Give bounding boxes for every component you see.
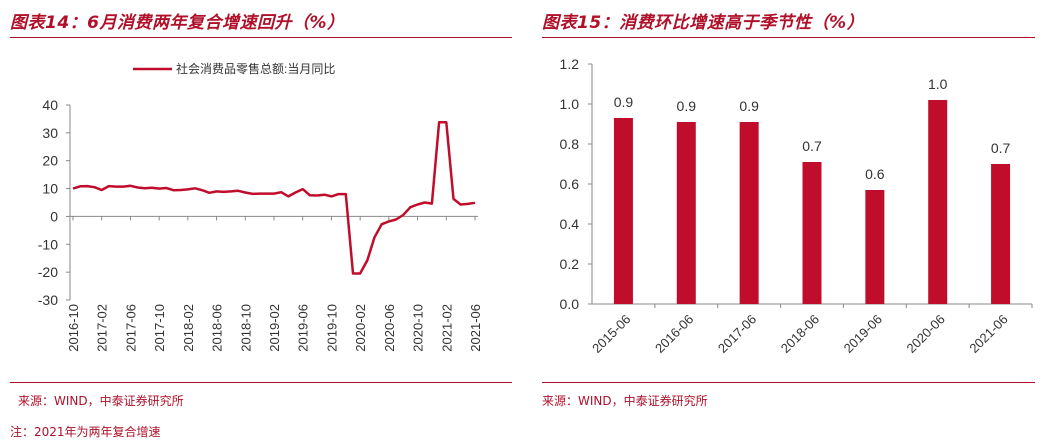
x-tick-label: 2019-06 [841,312,885,356]
bar [865,190,885,304]
x-tick-label: 2017-10 [152,304,167,352]
x-tick-label: 2017-06 [123,304,138,352]
data-label: 0.9 [739,98,759,114]
note-text: 注：2021年为两年复合增速 [10,425,161,439]
y-tick-label: 0 [50,208,58,224]
x-tick-label: 2015-06 [589,312,633,356]
series-line [72,121,476,275]
bar [613,118,633,304]
y-tick-label: 10 [42,181,58,197]
bar [802,162,822,304]
y-tick-label: 0.8 [560,136,580,152]
x-tick-label: 2021-06 [966,312,1010,356]
source-text: 来源：WIND，中泰证券研究所 [18,394,184,408]
y-tick-label: 1.0 [560,96,580,112]
y-tick-label: 0.2 [560,256,580,272]
x-tick-label: 2019-02 [267,304,282,352]
chart-panel-right: 图表15：消费环比增速高于季节性（%） 1.2 1.0 0.8 0.6 0.4 0.2 0.… [532,0,1045,441]
y-tick-label: 40 [42,97,58,113]
x-tick-label: 2018-02 [181,304,196,352]
x-tick-label: 2018-06 [778,312,822,356]
bar [991,164,1011,304]
y-tick-label: 0.6 [560,176,580,192]
title-rule [10,37,512,38]
data-label: 0.9 [614,94,634,110]
chart-panel-left: 图表14：6月消费两年复合增速回升（%） 社会消费品零售总额:当月同比 40 30 2… [0,0,522,441]
x-tick-label: 2020-06 [382,304,397,352]
chart-title: 图表15：消费环比增速高于季节性（%） [542,13,865,33]
x-tick-label: 2021-02 [439,304,454,352]
y-tick-label: 0.0 [560,296,580,312]
data-label: 0.9 [677,98,697,114]
bar [928,100,948,304]
x-tick-label: 2021-06 [468,304,483,352]
chart-title: 图表14：6月消费两年复合增速回升（%） [10,13,345,33]
line-chart: 社会消费品零售总额:当月同比 40 30 20 10 0 -10 -20 -30 2016-10 2… [38,61,483,352]
data-label: 0.6 [865,166,885,182]
y-tick-label: -10 [38,236,58,252]
y-tick-label: 30 [42,125,58,141]
bar [739,122,759,304]
x-tick-label: 2020-10 [411,304,426,352]
y-tick-label: 1.2 [560,56,580,72]
x-tick-label: 2017-06 [715,312,759,356]
source-rule [542,382,1035,383]
y-tick-label: -20 [38,264,58,280]
data-label: 0.7 [991,140,1011,156]
bar-chart: 1.2 1.0 0.8 0.6 0.4 0.2 0.0 0.9 2015-06 0.9 2016-0… [560,56,1033,356]
y-tick-label: -30 [38,292,58,308]
x-tick-label: 2020-06 [903,312,947,356]
title-rule [542,37,1035,38]
x-tick-label: 2016-06 [652,312,696,356]
data-label: 1.0 [928,76,948,92]
legend-label: 社会消费品零售总额:当月同比 [176,61,335,76]
x-tick-label: 2018-06 [210,304,225,352]
x-tick-label: 2018-10 [238,304,253,352]
source-rule [10,382,512,383]
x-tick-label: 2019-06 [296,304,311,352]
x-tick-label: 2017-02 [95,304,110,352]
x-tick-label: 2019-10 [324,304,339,352]
bar [676,122,696,304]
y-tick-label: 0.4 [560,216,580,232]
x-tick-label: 2020-02 [353,304,368,352]
source-text: 来源：WIND，中泰证券研究所 [542,394,708,408]
x-tick-label: 2016-10 [66,304,81,352]
y-tick-label: 20 [42,153,58,169]
data-label: 0.7 [802,138,822,154]
